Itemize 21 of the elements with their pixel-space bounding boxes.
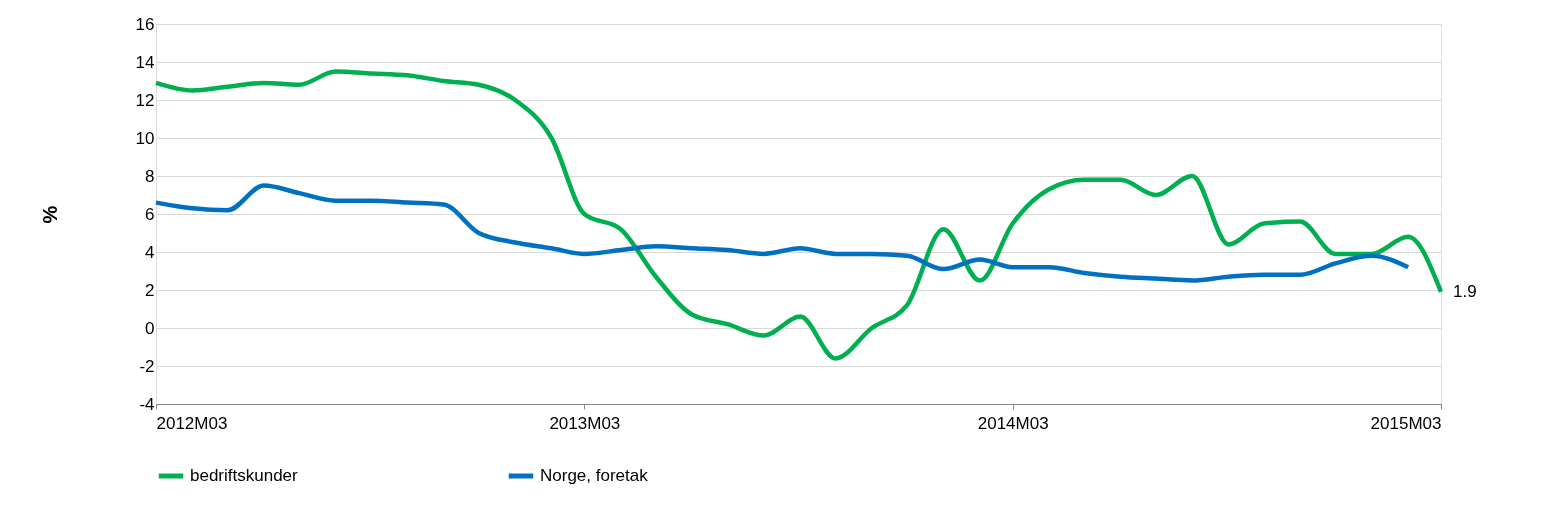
y-tick-label: -4 [139,394,155,414]
legend-label: Norge, foretak [540,466,649,485]
y-tick-label: 14 [135,52,155,72]
x-tick-label: 2014M03 [977,413,1049,433]
y-tick-label: 12 [135,90,155,110]
legend-label: bedriftskunder [190,466,299,485]
y-tick-label: 4 [145,242,155,262]
y-tick-label: -2 [139,356,155,376]
y-axis-title: % [38,205,61,224]
y-tick-label: 10 [135,128,155,148]
line-series [153,183,1411,283]
line-series [153,69,1444,361]
y-tick-label: 6 [145,204,155,224]
y-tick-label: 16 [135,14,155,34]
x-tick-label: 2012M03 [156,413,228,433]
y-tick-label: 0 [145,318,155,338]
x-tick-label: 2015M03 [1370,413,1442,433]
annotation: 1.9 [1453,281,1477,301]
x-tick-label: 2013M03 [549,413,621,433]
y-tick-label: 2 [145,280,155,300]
y-tick-label: 8 [145,166,155,186]
